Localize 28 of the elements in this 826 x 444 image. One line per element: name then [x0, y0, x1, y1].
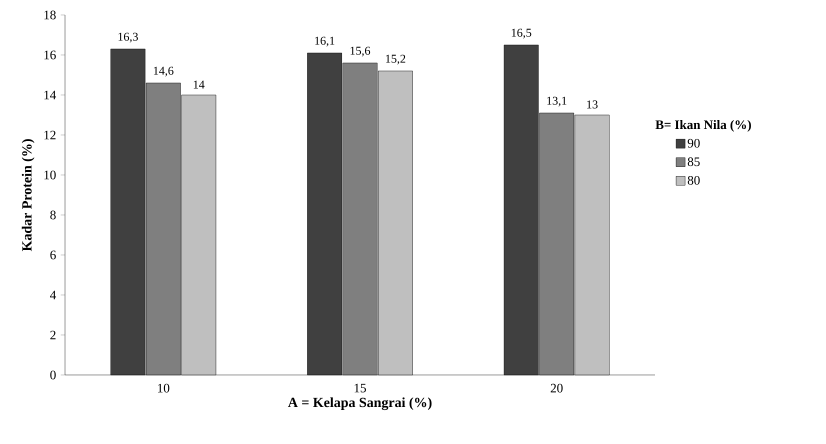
y-tick-label: 8: [50, 210, 56, 220]
data-label: 16,1: [315, 36, 334, 46]
y-tick-label: 10: [44, 170, 56, 180]
data-label: 14,6: [154, 66, 174, 76]
legend-title: B= Ikan Nila (%): [656, 120, 751, 132]
data-label: 15,6: [350, 46, 370, 56]
y-tick-label: 12: [44, 130, 56, 140]
legend-label: 85: [688, 157, 700, 166]
legend-label: 80: [688, 176, 700, 185]
x-tick-label: 20: [550, 384, 563, 392]
legend-label: 90: [688, 138, 700, 148]
y-tick-label: 18: [44, 10, 56, 20]
x-tick-label: 10: [158, 384, 170, 392]
y-tick-label: 6: [50, 250, 56, 260]
data-label: 13: [587, 100, 598, 108]
y-tick-label: 0: [50, 370, 56, 380]
data-label: 16,5: [512, 28, 532, 38]
y-axis-title: Kadar Protein (%): [22, 139, 34, 252]
y-tick-label: 14: [44, 90, 56, 100]
data-label: 15,2: [386, 54, 406, 64]
data-label: 13,1: [547, 96, 566, 106]
y-tick-label: 16: [44, 50, 56, 60]
data-label: 14: [194, 80, 205, 88]
y-tick-label: 2: [50, 330, 56, 340]
x-tick-label: 15: [354, 384, 366, 392]
data-label: 16,3: [118, 32, 138, 42]
y-tick-label: 4: [50, 290, 56, 300]
x-axis-title: A = Kelapa Sangrai (%): [288, 397, 432, 410]
